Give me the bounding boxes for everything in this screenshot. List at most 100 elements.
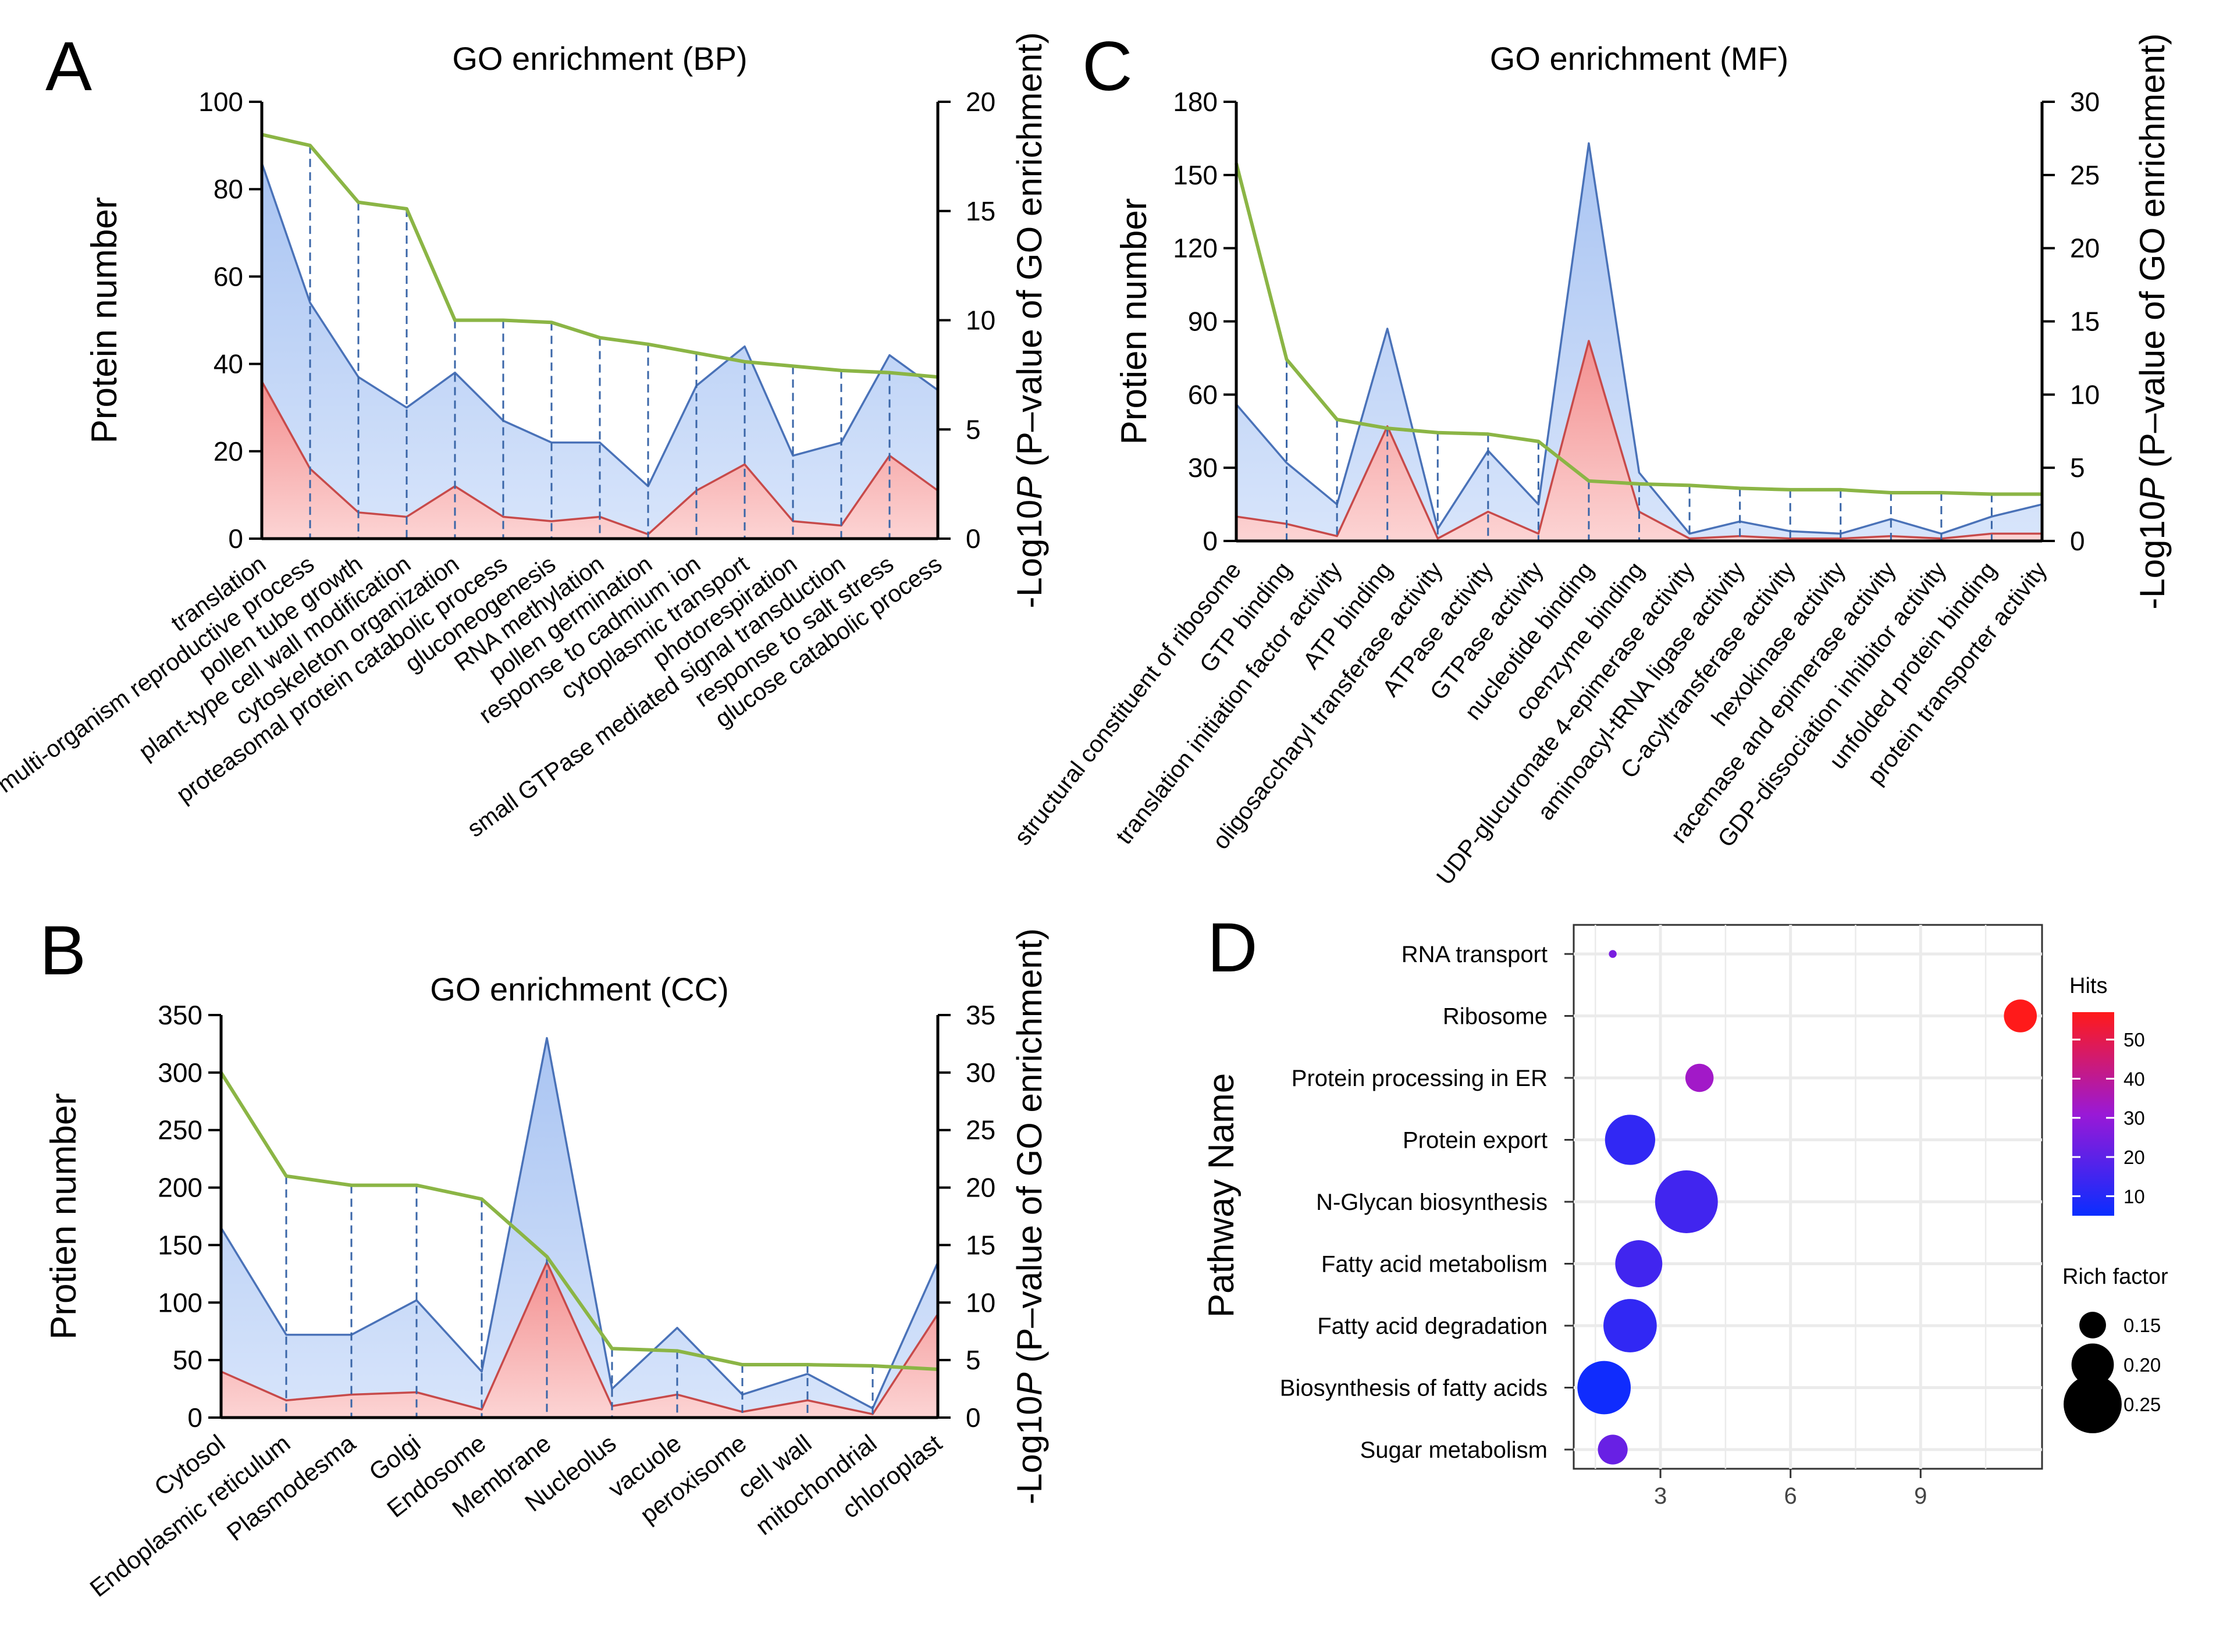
y2-label-pre: -Log10 [1010, 1395, 1049, 1504]
pvalue-line [219, 1071, 938, 1371]
total-line [1235, 142, 2043, 535]
y-tick-label: 300 [158, 1058, 202, 1088]
y2-tick-label: 20 [2070, 233, 2100, 264]
y2-axis-label: -Log10P (P–value of GO enrichment) [1010, 928, 1049, 1505]
y2-tick-label: 20 [966, 1173, 995, 1203]
x-tick-label: 9 [1914, 1483, 1927, 1509]
pathway-label: RNA transport [1402, 942, 1548, 967]
y-tick-label: 20 [214, 436, 243, 467]
y2-label-p: P [2133, 478, 2172, 501]
y-tick-label: 250 [158, 1115, 202, 1145]
y2-axis-label: -Log10P (P–value of GO enrichment) [2133, 33, 2172, 610]
y-tick-label: 0 [1203, 526, 1218, 556]
y-axis-label: Protien number [1114, 198, 1154, 445]
pvalue-line [1235, 162, 2042, 496]
y2-tick-label: 15 [2070, 307, 2100, 337]
y2-label-p: P [1010, 476, 1049, 500]
subset-area [221, 1262, 938, 1418]
y-tick-label: 100 [158, 1287, 202, 1318]
y2-tick-label: 15 [966, 1230, 995, 1260]
y2-tick-label: 20 [966, 87, 995, 117]
hits-tick-label: 40 [2123, 1068, 2145, 1090]
y2-tick-label: 10 [966, 305, 995, 336]
hits-tick-label: 20 [2123, 1147, 2145, 1168]
y2-tick-label: 5 [966, 414, 981, 444]
data-point [1605, 1115, 1656, 1165]
total-area [221, 1038, 938, 1418]
y2-label-p: P [1010, 1372, 1049, 1395]
x-tick-label: 3 [1654, 1483, 1667, 1509]
y-axis-label: Pathway Name [1201, 1073, 1242, 1318]
chart-title: GO enrichment (BP) [452, 40, 747, 77]
y2-tick-label: 0 [966, 1402, 981, 1433]
pathway-label: N-Glycan biosynthesis [1316, 1190, 1548, 1215]
rich-factor-legend-dot [2071, 1343, 2114, 1386]
data-point [1609, 950, 1617, 958]
data-point [2004, 999, 2037, 1032]
chart-title: GO enrichment (CC) [430, 971, 728, 1007]
hits-tick-label: 50 [2123, 1029, 2145, 1051]
y2-tick-label: 30 [966, 1058, 995, 1088]
data-point [1598, 1434, 1628, 1465]
chart-go-bp: GO enrichment (BP) 0 20 40 60 80 100 0 5 10 15 20 Pr… [0, 32, 1049, 842]
rich-factor-legend-label: 0.25 [2123, 1394, 2161, 1415]
chart-go-cc: GO enrichment (CC) 0 50 100 150 200 250 300 350 0… [44, 928, 1049, 1602]
y-tick-label: 80 [214, 174, 243, 204]
y2-tick-label: 5 [966, 1345, 981, 1375]
y-tick-label: 150 [1173, 160, 1218, 190]
y2-tick-label: 10 [966, 1287, 995, 1318]
y-tick-label: 120 [1173, 233, 1218, 264]
y-tick-label: 90 [1188, 307, 1218, 337]
subset-line [220, 1261, 939, 1415]
pathway-label: Protein processing in ER [1292, 1066, 1548, 1091]
data-point [1655, 1170, 1718, 1233]
y-tick-label: 60 [1188, 379, 1218, 410]
y-tick-label: 180 [1173, 87, 1218, 117]
rich-factor-legend-label: 0.15 [2123, 1315, 2161, 1336]
y2-label-pre: -Log10 [1010, 500, 1049, 608]
y-tick-label: 200 [158, 1173, 202, 1203]
category-label: translation initiation factor activity [1111, 557, 1347, 849]
rich-factor-legend-label: 0.20 [2123, 1354, 2161, 1376]
hits-legend-title: Hits [2069, 974, 2107, 998]
y2-label-pre: -Log10 [2133, 501, 2172, 610]
y-tick-label: 50 [173, 1345, 202, 1375]
chart-title: GO enrichment (MF) [1490, 40, 1788, 77]
y2-tick-label: 25 [966, 1115, 995, 1145]
rich-factor-legend-dot [2064, 1375, 2122, 1433]
y2-tick-label: 35 [966, 1000, 995, 1030]
data-point [1685, 1063, 1714, 1092]
rich-factor-legend-dot [2079, 1312, 2106, 1338]
pathway-label: Fatty acid degradation [1317, 1313, 1548, 1339]
y2-tick-label: 5 [2070, 453, 2085, 483]
pvalue-line [261, 133, 938, 379]
y-tick-label: 0 [228, 524, 243, 554]
y2-tick-label: 0 [966, 524, 981, 554]
y2-tick-label: 0 [2070, 526, 2085, 556]
chart-kegg-pathway: RNA transport Ribosome Protein processing … [1201, 924, 2168, 1509]
pathway-label: Ribosome [1443, 1004, 1548, 1030]
rich-factor-legend-title: Rich factor [2062, 1265, 2168, 1289]
data-point [1615, 1240, 1663, 1287]
y-tick-label: 30 [1188, 453, 1218, 483]
y-tick-label: 40 [214, 349, 243, 379]
total-line [220, 1037, 939, 1409]
x-tick-label: 6 [1784, 1483, 1797, 1509]
y-tick-label: 0 [187, 1402, 202, 1433]
panel-letter-b: B [40, 912, 86, 989]
total-area [262, 163, 938, 539]
y-tick-label: 60 [214, 261, 243, 291]
data-point [1603, 1299, 1657, 1352]
y2-tick-label: 10 [2070, 379, 2100, 410]
y2-label-post: (P–value of GO enrichment) [2133, 33, 2172, 478]
hits-tick-label: 10 [2123, 1185, 2145, 1207]
hits-colorbar [2072, 1012, 2114, 1216]
pathway-label: Sugar metabolism [1360, 1437, 1548, 1463]
y2-tick-label: 15 [966, 196, 995, 226]
pathway-label: Protein export [1403, 1128, 1548, 1153]
y-axis-label: Protein number [84, 197, 125, 444]
panel-letter-c: C [1082, 27, 1133, 105]
y2-label-post: (P–value of GO enrichment) [1010, 928, 1049, 1373]
